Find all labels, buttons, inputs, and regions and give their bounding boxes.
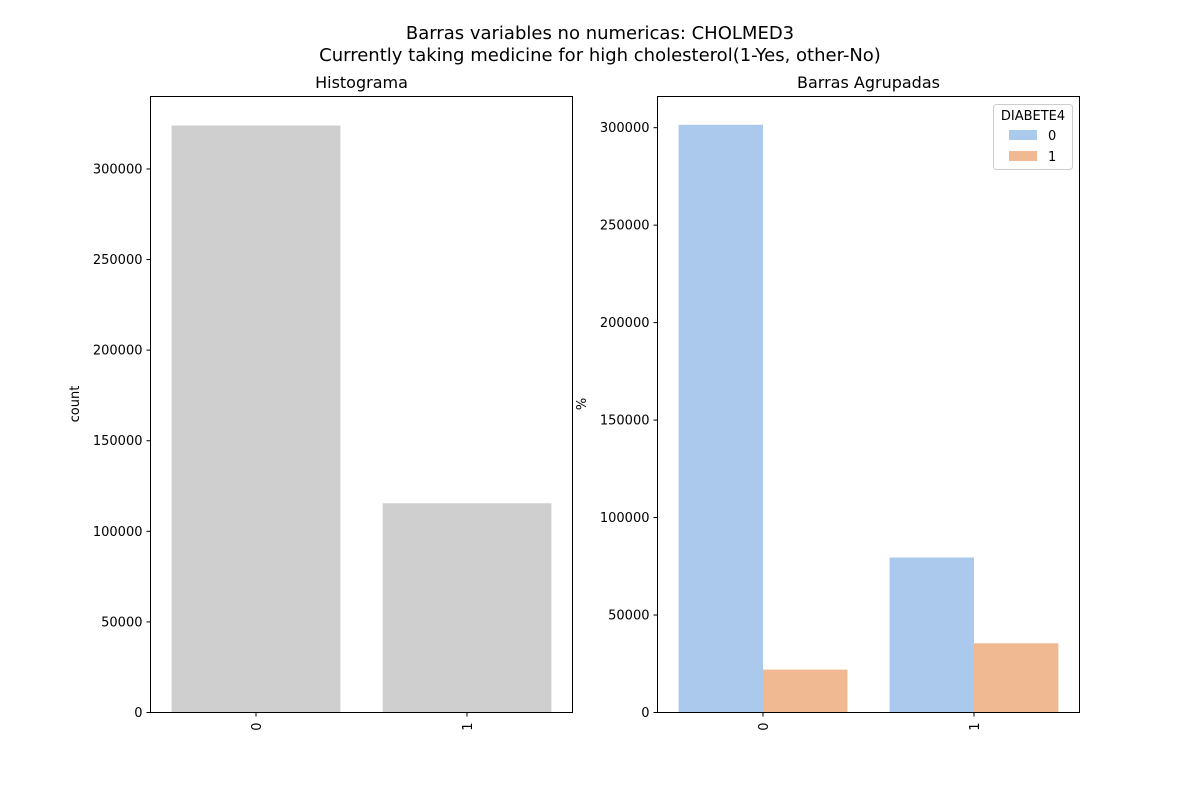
- histogram-ytick-label: 0: [134, 706, 142, 721]
- legend-swatch-1: [1009, 151, 1037, 161]
- grouped-bar-cat1-series1: [974, 643, 1059, 713]
- grouped-bar-cat0-series1: [763, 669, 848, 713]
- grouped-ytick-label: 200000: [600, 316, 650, 331]
- histogram-ytick-label: 100000: [93, 525, 143, 540]
- legend-swatch-0: [1009, 130, 1037, 140]
- histogram-bar-1: [382, 503, 552, 713]
- grouped-ytick-label: 100000: [600, 511, 650, 526]
- grouped-bar-cat0-series0: [678, 124, 763, 713]
- histogram-ytick-label: 250000: [93, 253, 143, 268]
- grouped-ytick-label: 0: [641, 706, 649, 721]
- grouped-bar-cat1-series0: [889, 557, 974, 713]
- figure-suptitle-line1: Barras variables no numericas: CHOLMED3: [406, 23, 794, 44]
- grouped-bars: [678, 124, 1059, 713]
- grouped-y-axis-label: %: [575, 398, 590, 410]
- histogram-y-axis-label: count: [68, 386, 83, 423]
- histogram-bar-0: [171, 125, 341, 713]
- legend: DIABETE4 0 1: [993, 104, 1073, 170]
- grouped-xtick-label: 0: [757, 723, 772, 731]
- histogram-axes: Histograma 0 50000 100000 150000 200000 25000…: [68, 73, 573, 731]
- histogram-bars: [171, 125, 552, 713]
- legend-label-1: 1: [1048, 150, 1056, 165]
- grouped-ytick-label: 150000: [600, 414, 650, 429]
- legend-title: DIABETE4: [1001, 109, 1065, 124]
- histogram-ytick-label: 200000: [93, 344, 143, 359]
- figure-suptitle-line2: Currently taking medicine for high chole…: [319, 45, 881, 66]
- histogram-ytick-label: 300000: [93, 162, 143, 177]
- grouped-ytick-label: 300000: [600, 121, 650, 136]
- grouped-bars-axes: Barras Agrupadas 0 50000 100000 150000 20000…: [575, 73, 1080, 731]
- histogram-frame: [150, 96, 573, 713]
- grouped-ytick-label: 50000: [608, 609, 649, 624]
- grouped-xtick-label: 1: [968, 723, 983, 731]
- grouped-bars-title: Barras Agrupadas: [797, 73, 940, 92]
- histogram-y-ticks: 0 50000 100000 150000 200000 250000 300000: [93, 162, 151, 721]
- histogram-ytick-label: 150000: [93, 434, 143, 449]
- histogram-xtick-label: 0: [250, 723, 265, 731]
- histogram-ytick-label: 50000: [101, 615, 142, 630]
- grouped-y-ticks: 0 50000 100000 150000 200000 250000 300000: [600, 121, 658, 721]
- legend-label-0: 0: [1048, 129, 1056, 144]
- histogram-xtick-label: 1: [461, 723, 476, 731]
- histogram-title: Histograma: [315, 73, 408, 92]
- grouped-bars-frame: [657, 96, 1080, 713]
- grouped-ytick-label: 250000: [600, 219, 650, 234]
